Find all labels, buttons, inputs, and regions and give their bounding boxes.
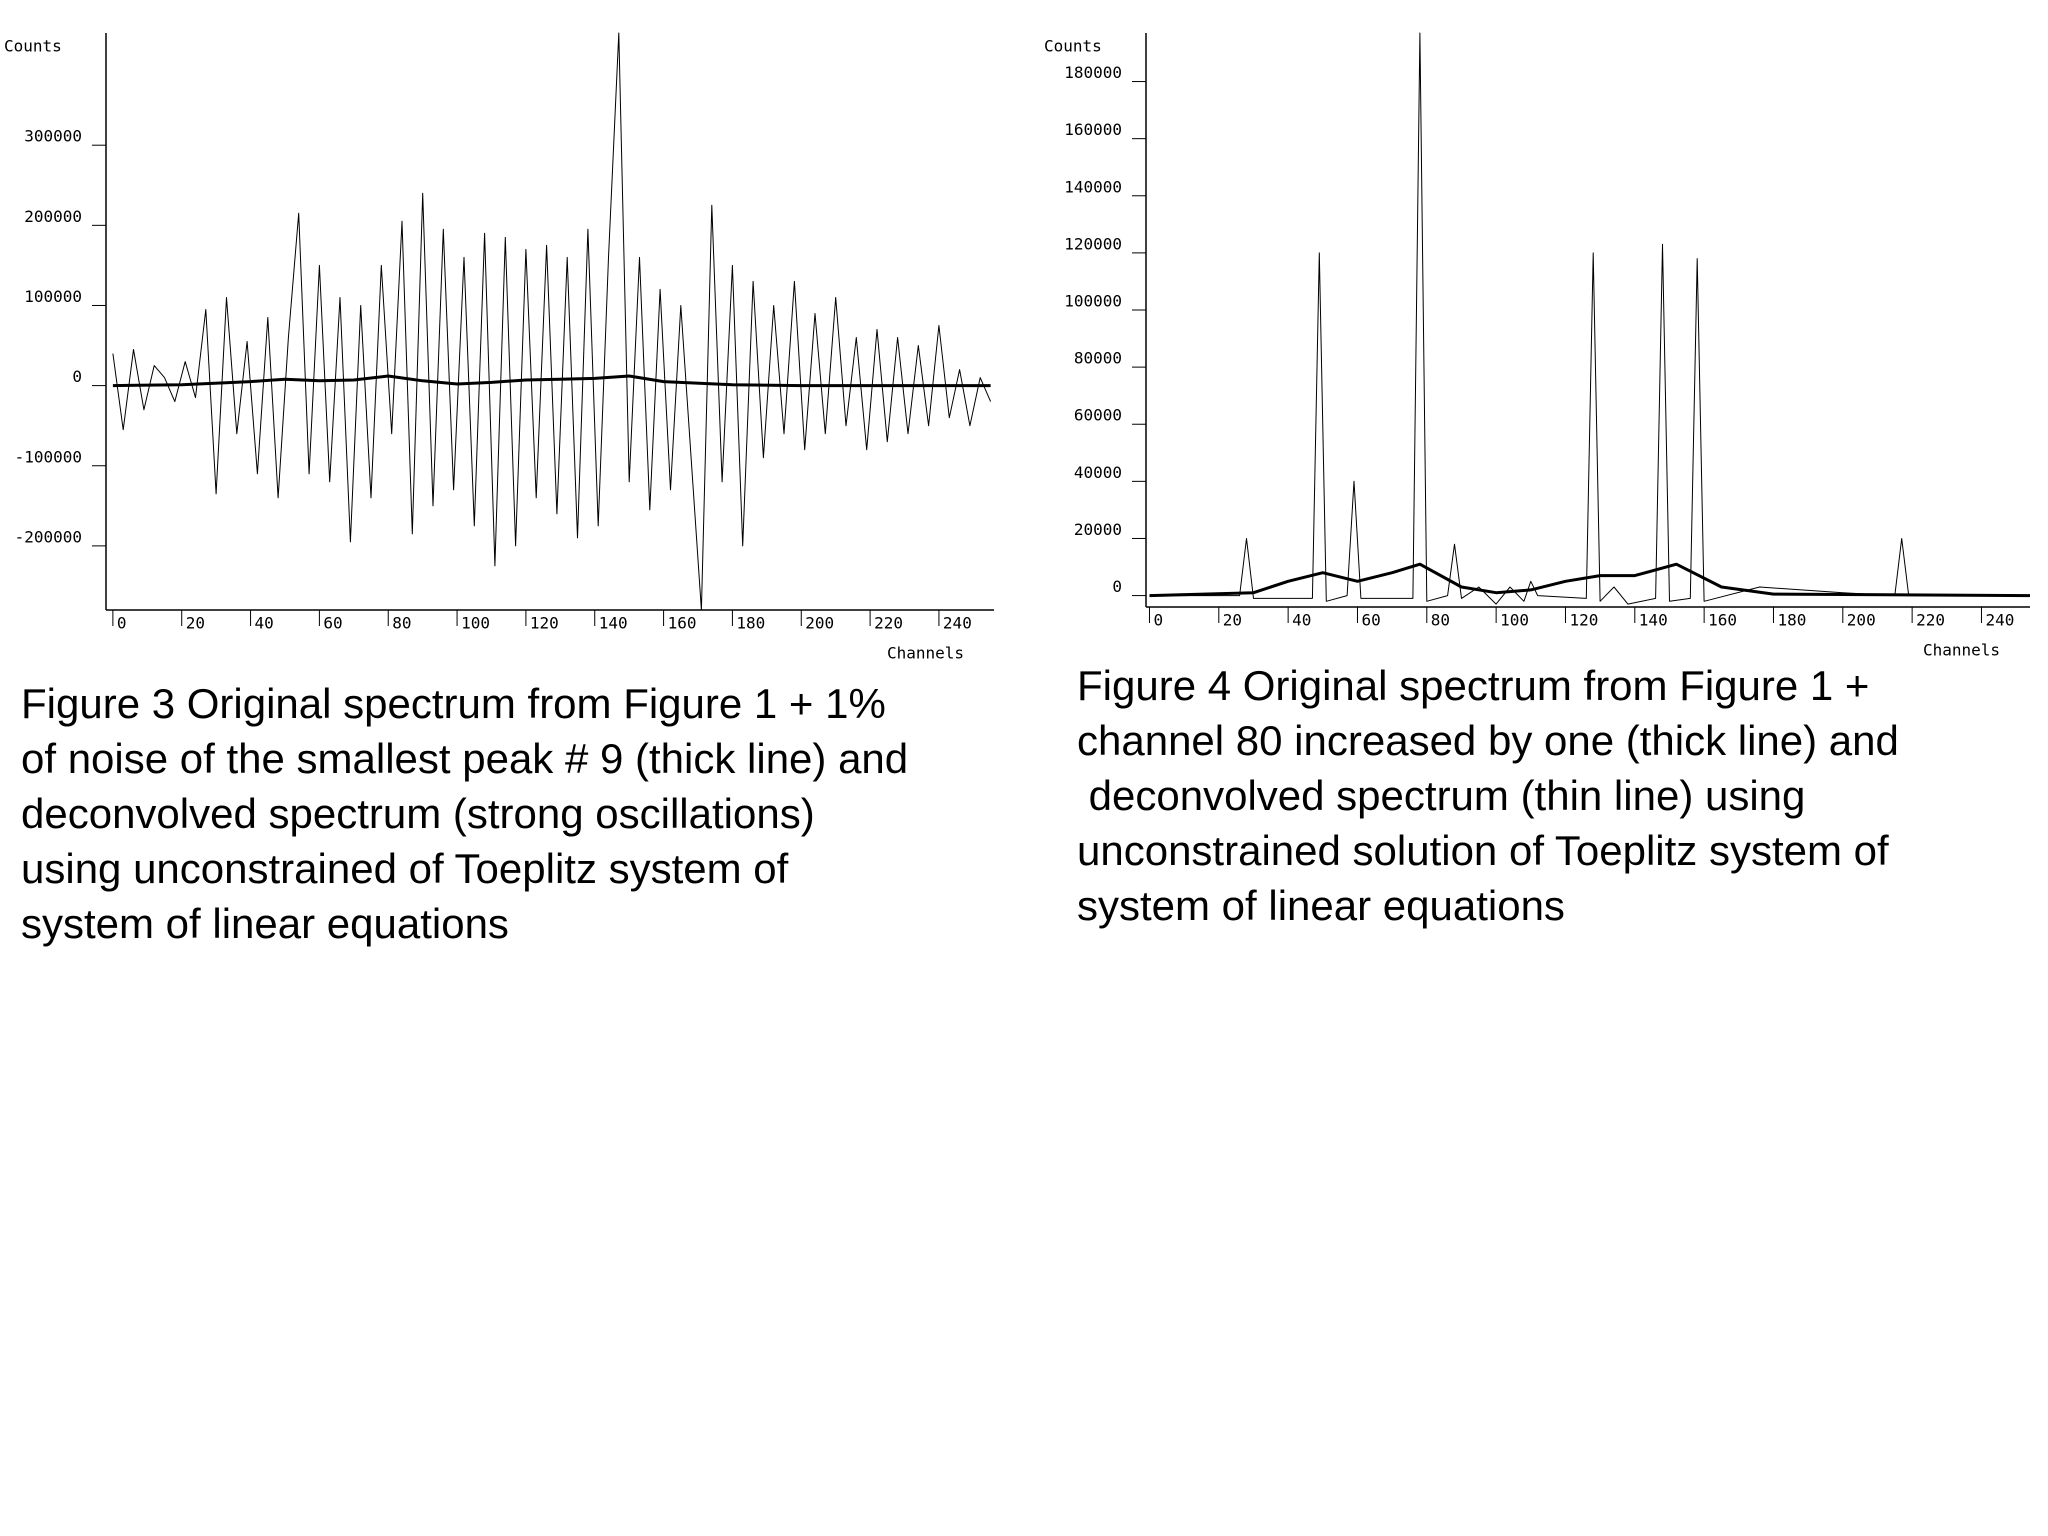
x-tick-label: 180 [1777, 611, 1806, 630]
x-tick-label: 20 [1223, 611, 1242, 630]
x-tick-label: 160 [668, 614, 697, 633]
x-tick-label: 0 [117, 614, 127, 633]
x-tick-label: 40 [255, 614, 274, 633]
caption-line: system of linear equations [1077, 882, 1565, 929]
x-tick-label: 160 [1708, 611, 1737, 630]
y-tick-label: 120000 [1064, 234, 1122, 253]
caption-line: using unconstrained of Toeplitz system o… [21, 845, 789, 892]
x-tick-label: 140 [1639, 611, 1668, 630]
y-tick-label: 300000 [24, 127, 82, 146]
x-tick-label: 220 [1916, 611, 1945, 630]
y-tick-label: 100000 [24, 287, 82, 306]
caption-line: deconvolved spectrum (thin line) using [1077, 772, 1805, 819]
y-tick-label: 200000 [24, 207, 82, 226]
y-tick-label: 80000 [1074, 349, 1122, 368]
x-tick-label: 180 [736, 614, 765, 633]
y-tick-label: 140000 [1064, 177, 1122, 196]
x-axis-label: Channels [1923, 641, 2000, 660]
series-line [112, 374, 991, 388]
x-tick-label: 200 [1847, 611, 1876, 630]
y-tick-label: 60000 [1074, 406, 1122, 425]
x-tick-label: 100 [461, 614, 490, 633]
caption-line: unconstrained solution of Toeplitz syste… [1077, 827, 1889, 874]
x-tick-label: 0 [1153, 611, 1163, 630]
x-tick-label: 120 [1569, 611, 1598, 630]
plot-area [112, 32, 992, 610]
x-tick-label: 100 [1500, 611, 1529, 630]
caption-line: of noise of the smallest peak # 9 (thick… [21, 735, 908, 782]
y-tick-label: 0 [72, 367, 82, 386]
plot-area [1149, 32, 2030, 605]
caption-line: channel 80 increased by one (thick line)… [1077, 717, 1899, 764]
x-tick-label: 60 [323, 614, 342, 633]
y-tick-label: 40000 [1074, 463, 1122, 482]
x-tick-label: 80 [1431, 611, 1450, 630]
y-tick-label: 160000 [1064, 120, 1122, 139]
y-tick-label: 20000 [1074, 520, 1122, 539]
y-axis-label: Counts [4, 37, 62, 56]
x-tick-label: 240 [1985, 611, 2014, 630]
y-tick-label: -200000 [15, 527, 82, 546]
y-axis-label: Counts [1044, 37, 1102, 56]
x-tick-label: 80 [392, 614, 411, 633]
x-tick-label: 140 [599, 614, 628, 633]
caption-line: deconvolved spectrum (strong oscillation… [21, 790, 815, 837]
y-tick-label: 100000 [1064, 292, 1122, 311]
caption-line: Figure 4 Original spectrum from Figure 1… [1077, 662, 1869, 709]
x-tick-label: 40 [1292, 611, 1311, 630]
caption-line: system of linear equations [21, 900, 509, 947]
x-tick-label: 120 [530, 614, 559, 633]
x-tick-label: 240 [943, 614, 972, 633]
series-line [1149, 562, 2030, 598]
chart: -200000 -100000 0 100000 200000 300000 0 20 40 60… [4, 32, 994, 947]
x-tick-label: 20 [186, 614, 205, 633]
y-tick-label: 180000 [1064, 63, 1122, 82]
caption-line: Figure 3 Original spectrum from Figure 1… [21, 680, 886, 727]
x-tick-label: 200 [805, 614, 834, 633]
series-line [1149, 32, 2030, 605]
x-tick-label: 220 [874, 614, 903, 633]
chart: 0 20000 40000 60000 80000 100000 120000 140000 1… [1044, 32, 2030, 929]
x-tick-label: 60 [1361, 611, 1380, 630]
x-axis-label: Channels [887, 644, 964, 663]
series-line [112, 32, 992, 610]
y-tick-label: -100000 [15, 447, 82, 466]
y-tick-label: 0 [1112, 577, 1122, 596]
